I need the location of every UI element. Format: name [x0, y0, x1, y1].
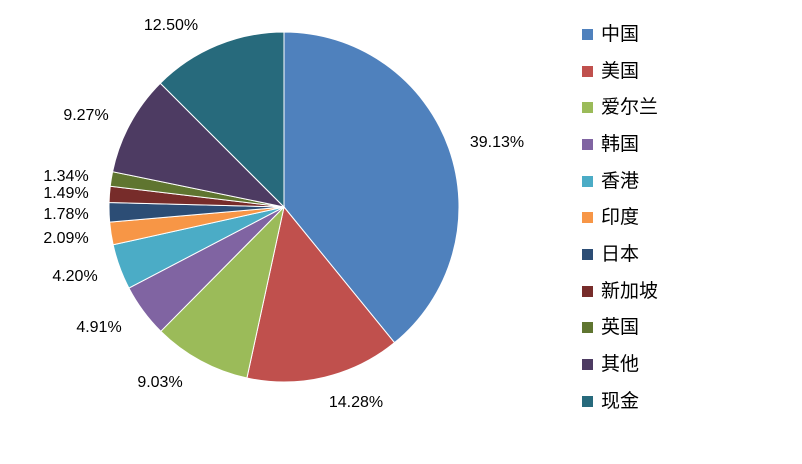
data-label-5: 4.20% — [52, 268, 97, 285]
pie-slice-11 — [159, 31, 285, 209]
legend-label: 中国 — [601, 22, 640, 45]
legend-item-4: 韩国 — [582, 126, 658, 163]
legend-swatch — [582, 248, 593, 260]
legend-item-1: 中国 — [582, 16, 658, 53]
legend-item-5: 香港 — [582, 163, 658, 200]
pie-slice-10 — [112, 82, 286, 208]
data-label-2: 14.28% — [329, 394, 383, 411]
legend-item-9: 英国 — [582, 310, 658, 347]
legend-label: 爱尔兰 — [601, 96, 659, 119]
legend-label: 印度 — [601, 206, 640, 229]
pie-slice-2 — [246, 205, 396, 383]
data-label-11: 12.50% — [144, 17, 198, 34]
legend-item-7: 日本 — [582, 236, 658, 273]
legend-item-6: 印度 — [582, 199, 658, 236]
data-label-9: 1.34% — [43, 168, 88, 185]
legend: 中国美国爱尔兰韩国香港印度日本新加坡英国其他现金 — [582, 16, 658, 420]
data-label-1: 39.13% — [470, 134, 524, 151]
legend-swatch — [582, 359, 593, 371]
data-label-4: 4.91% — [76, 319, 121, 336]
legend-item-3: 爱尔兰 — [582, 89, 658, 126]
legend-swatch — [582, 322, 593, 334]
legend-label: 美国 — [601, 59, 640, 82]
legend-swatch — [582, 28, 593, 40]
data-label-8: 1.49% — [43, 185, 88, 202]
legend-label: 其他 — [601, 353, 640, 376]
data-label-3: 9.03% — [137, 374, 182, 391]
legend-swatch — [582, 175, 593, 187]
legend-swatch — [582, 212, 593, 224]
legend-item-8: 新加坡 — [582, 273, 658, 310]
legend-label: 香港 — [601, 169, 640, 192]
data-label-6: 2.09% — [43, 230, 88, 247]
legend-label: 英国 — [601, 316, 640, 339]
legend-swatch — [582, 285, 593, 297]
legend-label: 现金 — [601, 389, 640, 412]
pie-slices — [108, 31, 460, 383]
pie-slice-1 — [283, 31, 460, 344]
legend-swatch — [582, 65, 593, 77]
pie-labels: 39.13% 14.28% 9.03% 4.91% 4.20% 2.09% 1.78% 1.4… — [43, 17, 524, 411]
legend-item-2: 美国 — [582, 53, 658, 90]
legend-swatch — [582, 138, 593, 150]
data-label-10: 9.27% — [63, 107, 108, 124]
legend-item-10: 其他 — [582, 346, 658, 383]
legend-label: 日本 — [601, 242, 640, 265]
pie-slice-3 — [160, 205, 285, 379]
legend-label: 新加坡 — [601, 279, 659, 302]
legend-label: 韩国 — [601, 132, 640, 155]
data-label-7: 1.78% — [43, 206, 88, 223]
legend-swatch — [582, 395, 593, 407]
legend-swatch — [582, 102, 593, 114]
legend-item-11: 现金 — [582, 383, 658, 420]
